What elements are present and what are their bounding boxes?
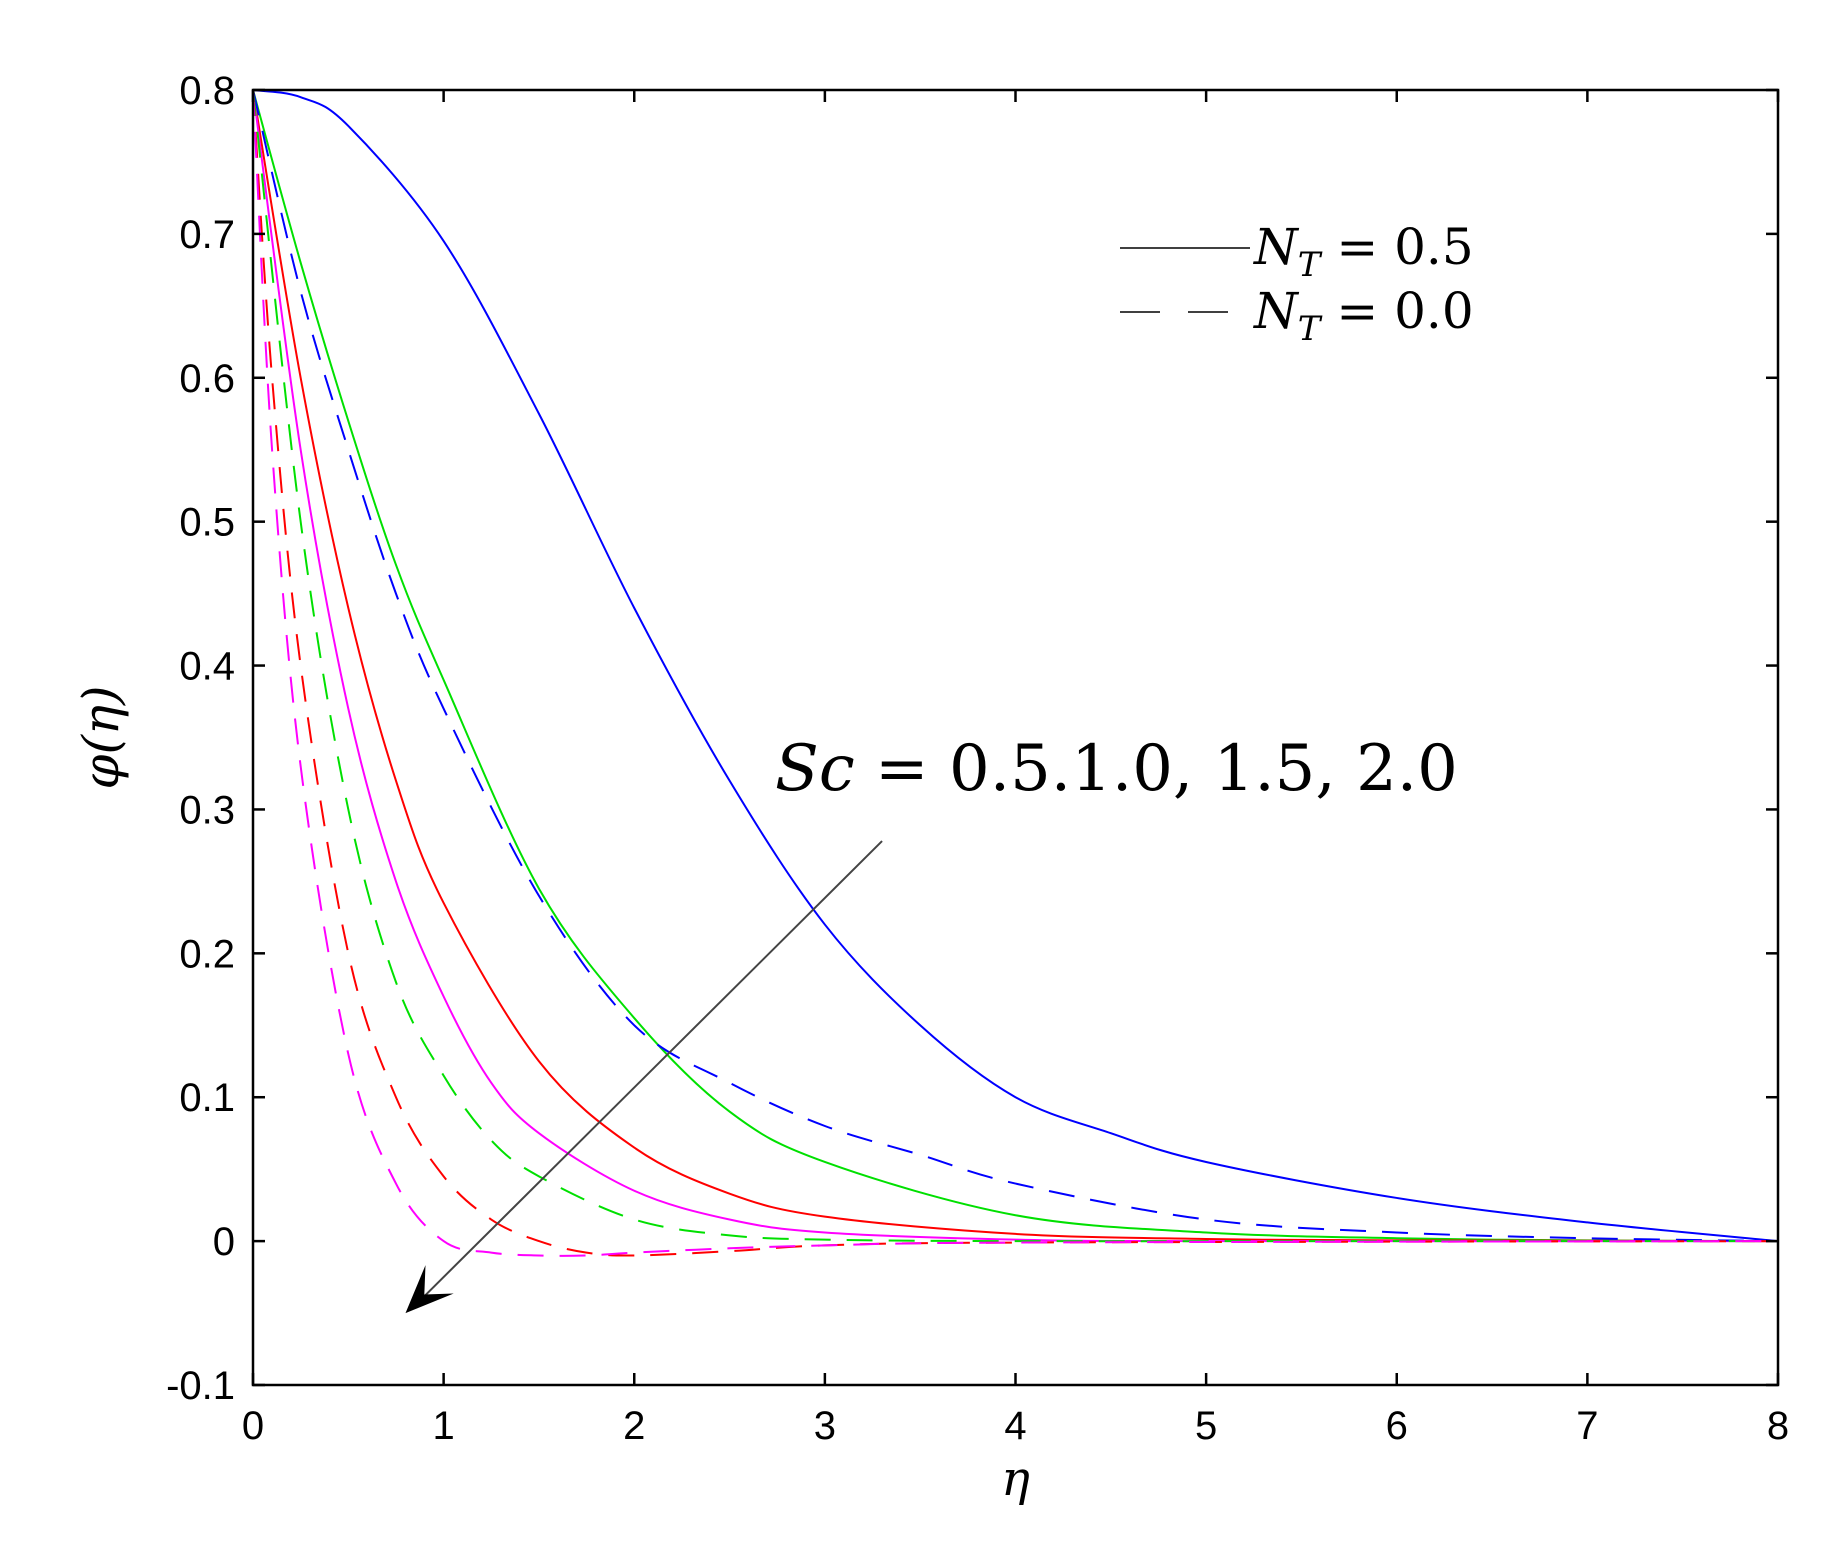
x-tick-label: 6 (1386, 1404, 1408, 1448)
y-axis-label: φ(η) (72, 686, 130, 790)
y-tick-label: 0.4 (179, 645, 235, 689)
x-axis-label: η (1001, 1451, 1030, 1507)
series-line-4-solid (252, 89, 1779, 1243)
y-tick-label: 0.1 (179, 1076, 235, 1120)
y-tick-label: 0.2 (179, 932, 235, 976)
series-lines (252, 89, 1779, 1257)
annotation-label: Sc = 0.5.1.0, 1.5, 2.0 (775, 732, 1458, 806)
x-tick-label: 0 (242, 1404, 264, 1448)
y-tick-label: 0.8 (179, 69, 235, 113)
legend-label: NT = 0.5 (1253, 218, 1474, 285)
series-line-2-solid (252, 89, 1779, 1243)
x-tick-label: 2 (623, 1404, 645, 1448)
x-tick-label: 4 (1004, 1404, 1026, 1448)
series-line-8-dashed (252, 89, 1779, 1257)
y-tick-label: -0.1 (166, 1364, 235, 1408)
series-line-5-dashed (252, 89, 1779, 1243)
series-line-1-solid (252, 89, 1779, 1243)
y-tick-label: 0.6 (179, 357, 235, 401)
legend-label: NT = 0.0 (1253, 282, 1474, 349)
axis-ticks: 0 1 2 3 4 5 6 7 8-0.100.10.20.30.40.50.60.70.8 (166, 69, 1789, 1448)
x-tick-label: 5 (1195, 1404, 1217, 1448)
x-tick-label: 8 (1767, 1404, 1789, 1448)
series-line-3-solid (252, 89, 1779, 1243)
series-line-6-dashed (252, 89, 1778, 1243)
y-tick-label: 0.3 (179, 788, 235, 832)
annotation-arrowhead (405, 1265, 454, 1314)
series-line-7-dashed (252, 89, 1779, 1257)
legend: NT = 0.5NT = 0.0 (1120, 218, 1474, 349)
annotation-arrow-line (422, 840, 883, 1298)
annotation: Sc = 0.5.1.0, 1.5, 2.0 (405, 732, 1458, 1314)
axis-labels: η φ(η) (72, 686, 1030, 1507)
y-tick-label: 0 (213, 1220, 235, 1264)
x-tick-label: 3 (814, 1404, 836, 1448)
x-tick-label: 1 (433, 1404, 455, 1448)
x-tick-label: 7 (1576, 1404, 1598, 1448)
y-tick-label: 0.7 (179, 213, 235, 257)
y-tick-label: 0.5 (179, 501, 235, 545)
